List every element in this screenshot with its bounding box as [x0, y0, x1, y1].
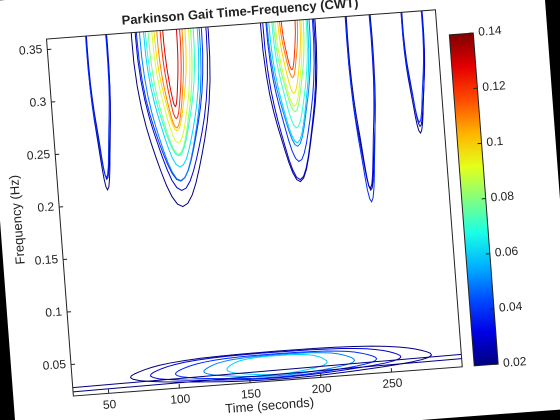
colorbar-tick-label: 0.12: [482, 78, 507, 94]
x-tick-label: 200: [311, 381, 332, 396]
x-tick-label: 150: [240, 386, 261, 401]
x-axis-label: Time (seconds): [225, 394, 315, 416]
contour-line: [73, 358, 462, 393]
y-tick-label: 0.15: [34, 252, 59, 268]
y-tick-label: 0.1: [45, 305, 63, 320]
plot-frame: [45, 9, 463, 397]
x-tick-label: 50: [102, 397, 117, 412]
colorbar-tick-label: 0.06: [494, 244, 519, 260]
colorbar-tick-label: 0.14: [478, 23, 503, 39]
y-tick-label: 0.05: [42, 357, 67, 373]
y-tick-label: 0.35: [18, 42, 43, 58]
y-axis-label: Frequency (Hz): [6, 175, 28, 265]
x-tick-label: 250: [382, 375, 403, 390]
contour-line: [72, 353, 462, 389]
colorbar-tick-label: 0.04: [498, 299, 523, 315]
y-tick-label: 0.25: [26, 147, 51, 163]
colorbar-tick-label: 0.08: [490, 189, 515, 205]
x-tick-label: 100: [170, 391, 191, 406]
y-tick-label: 0.3: [29, 95, 47, 110]
colorbar-tick-label: 0.1: [486, 134, 504, 149]
y-tick-label: 0.2: [37, 200, 55, 215]
colorbar-tick-label: 0.02: [503, 354, 528, 370]
